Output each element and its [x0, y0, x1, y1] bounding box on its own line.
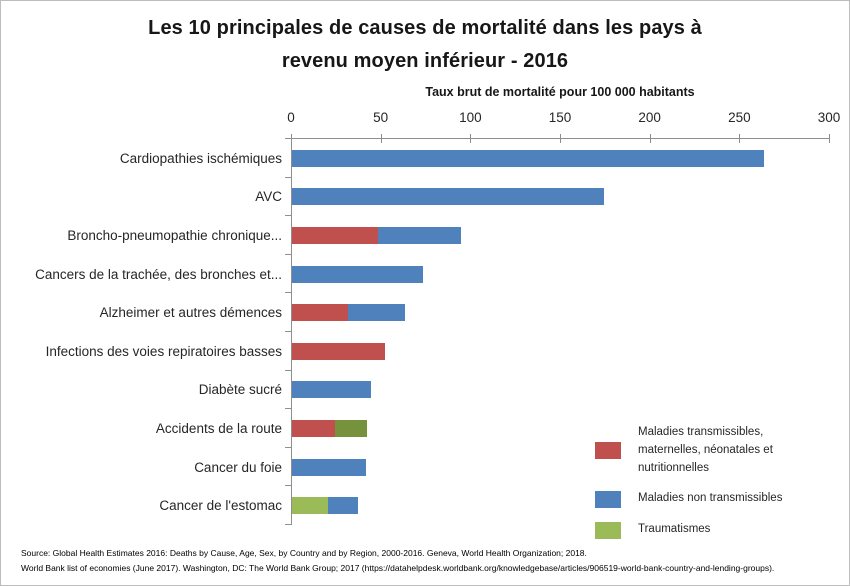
- bar: [292, 149, 764, 167]
- x-tick-mark: [380, 134, 382, 143]
- legend-label: Maladies non transmissibles: [638, 492, 783, 505]
- y-tick-mark: [285, 369, 292, 371]
- source-note: Source: Global Health Estimates 2016: De…: [21, 546, 845, 576]
- bar-segment-blue: [292, 458, 366, 476]
- y-tick-mark: [285, 524, 292, 525]
- category-label: Cancer de l'estomac: [159, 498, 282, 514]
- bar: [292, 381, 371, 399]
- y-tick-mark: [285, 253, 292, 255]
- bar: [292, 420, 368, 437]
- chart-title-line1: Les 10 principales de causes de mortalit…: [148, 17, 702, 39]
- x-axis-title: Taux brut de mortalité pour 100 000 habi…: [425, 85, 695, 99]
- source-note-line1: Source: Global Health Estimates 2016: De…: [21, 548, 587, 558]
- y-tick-mark: [285, 485, 292, 487]
- x-tick-label: 50: [373, 110, 389, 125]
- y-tick-mark: [285, 331, 292, 332]
- y-tick-mark: [285, 176, 292, 178]
- x-tick-mark: [560, 134, 561, 143]
- category-label: Diabète sucré: [198, 382, 282, 398]
- bar-segment-blue: [292, 265, 423, 283]
- chart-title-line2: revenu moyen inférieur - 2016: [281, 50, 569, 72]
- bar-segment-green: [292, 497, 328, 515]
- bar: [292, 342, 386, 360]
- legend-item: Maladies non transmissibles: [595, 490, 845, 508]
- x-tick-mark: [470, 134, 472, 143]
- bar-segment-blue: [327, 497, 359, 515]
- bar-segment-blue: [347, 304, 405, 322]
- category-label: Cancers de la trachée, des bronches et..…: [35, 266, 282, 282]
- bar-segment-blue: [292, 188, 605, 206]
- y-tick-mark: [285, 215, 292, 217]
- x-tick-mark: [649, 134, 651, 143]
- category-label: Alzheimer et autres démences: [99, 305, 282, 321]
- category-label: Infections des voies repiratoires basses: [45, 343, 282, 359]
- y-tick-mark: [285, 446, 292, 448]
- x-tick-label: 100: [459, 110, 482, 125]
- category-label: Cardiopathies ischémiques: [119, 150, 282, 166]
- legend-swatch: [595, 490, 621, 508]
- x-tick-label: 0: [287, 110, 295, 125]
- bar-segment-red: [292, 342, 386, 360]
- bar: [292, 188, 605, 206]
- legend-swatch: [595, 442, 621, 460]
- bar-segment-blue: [292, 149, 764, 167]
- legend-item: Traumatismes: [595, 521, 845, 539]
- category-label: AVC: [255, 189, 282, 205]
- bar: [292, 304, 405, 322]
- category-label: Cancer du foie: [194, 459, 282, 475]
- y-tick-mark: [285, 138, 292, 139]
- bar: [292, 458, 366, 476]
- legend-swatch: [595, 521, 621, 539]
- bar-segment-blue: [378, 227, 461, 244]
- bar-segment-red: [292, 227, 379, 244]
- category-label: Broncho-pneumopathie chronique...: [67, 227, 282, 243]
- x-tick-label: 150: [548, 110, 572, 125]
- bar: [292, 265, 423, 283]
- x-tick-label: 250: [728, 110, 751, 125]
- legend-label: Traumatismes: [638, 523, 711, 536]
- legend-label: Maladies transmissibles, maternelles, néo…: [638, 426, 773, 474]
- x-tick-mark: [739, 134, 741, 143]
- bar-segment-red: [292, 420, 336, 437]
- x-tick-mark: [829, 134, 830, 143]
- category-label: Accidents de la route: [155, 420, 282, 436]
- bar-segment-red: [292, 304, 348, 322]
- chart-title: Les 10 principales de causes de mortalit…: [1, 12, 849, 78]
- x-tick-label: 300: [817, 110, 841, 125]
- source-note-line2: World Bank list of economies (June 2017)…: [21, 563, 775, 573]
- legend: Maladies transmissibles, maternelles, néo…: [595, 424, 845, 539]
- x-tick-label: 200: [638, 110, 661, 125]
- bar-segment-olive: [335, 420, 368, 437]
- y-tick-mark: [285, 408, 292, 410]
- bar-segment-blue: [292, 381, 371, 399]
- bar: [292, 227, 461, 244]
- bar: [292, 497, 359, 515]
- legend-item: Maladies transmissibles, maternelles, néo…: [595, 424, 845, 477]
- y-tick-mark: [285, 292, 292, 294]
